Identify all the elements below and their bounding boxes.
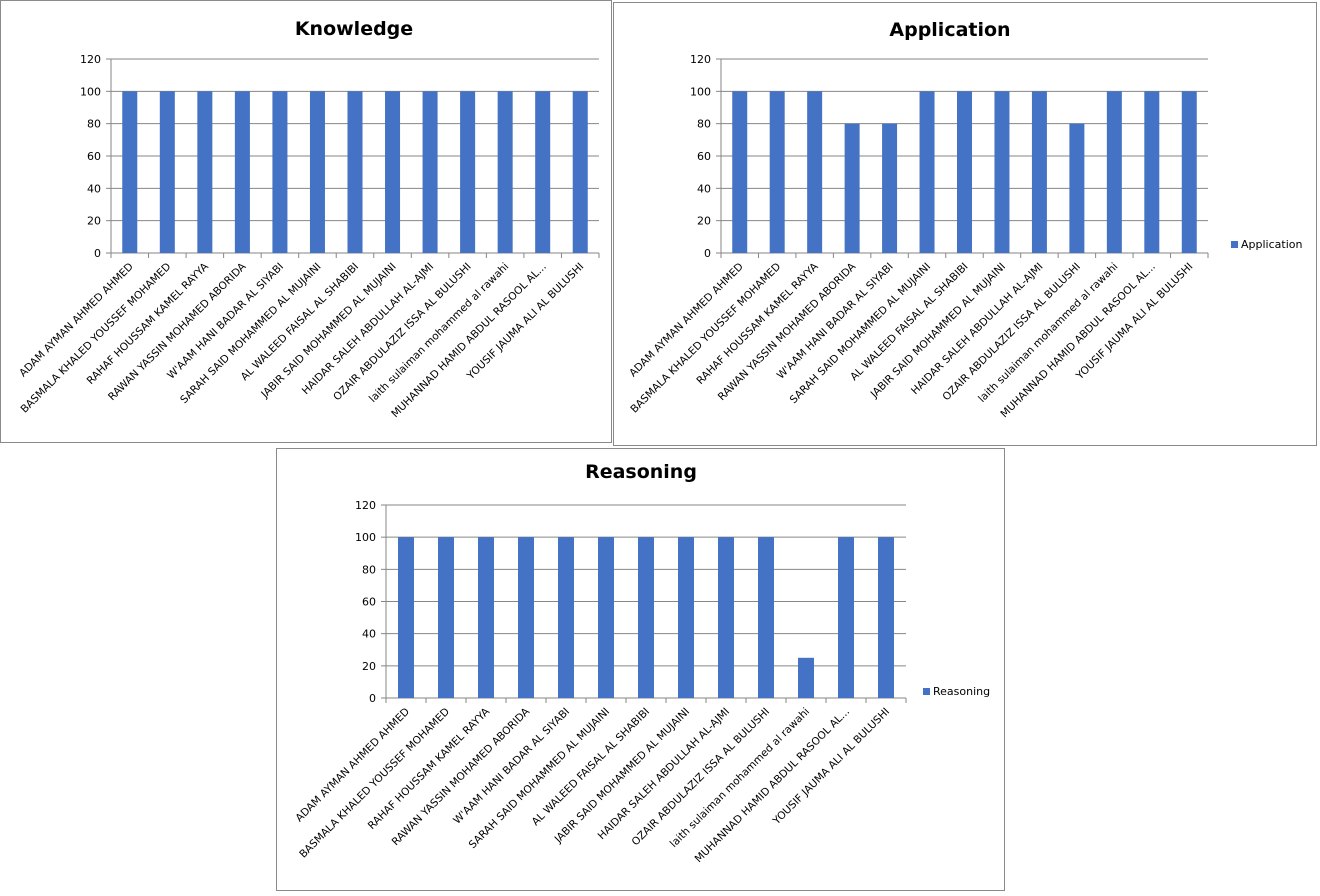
y-tick-label: 120	[690, 53, 711, 66]
bar	[460, 91, 476, 253]
y-tick-label: 20	[87, 215, 101, 228]
bar	[478, 537, 494, 698]
bar	[598, 537, 614, 698]
x-tick-label: SARAH SAID MOHAMMED AL MUJAINI	[467, 706, 612, 851]
bar	[497, 91, 513, 253]
reasoning-chart: Reasoning 0 20 40 60 80 100 120 ADAM AYMAN AHMED…	[276, 448, 1005, 891]
y-tick-label: 120	[80, 53, 101, 66]
y-tick-label: 0	[704, 247, 711, 260]
bar	[438, 537, 454, 698]
bar	[1144, 91, 1160, 253]
y-tick-label: 0	[369, 692, 376, 705]
bar	[957, 91, 972, 253]
bar	[398, 537, 414, 698]
bar	[838, 537, 854, 698]
bar	[1031, 91, 1047, 253]
bar	[422, 91, 438, 253]
bar	[122, 91, 138, 253]
legend-swatch	[923, 688, 930, 695]
x-tick-label: RAWAN YASSIN MOHAMED ABORIDA	[390, 705, 533, 848]
x-tick-label: laith sulaiman mohammed al rawahi	[668, 706, 812, 850]
bar	[309, 91, 325, 253]
x-tick-label: BASMALA KHALED YOUSSEF MOHAMED	[297, 706, 452, 861]
y-tick-label: 0	[94, 247, 101, 260]
y-tick-label: 40	[697, 182, 711, 195]
x-tick-label: JABIR SAID MOHAMMED AL MUJAINI	[258, 261, 398, 401]
x-tick-label: RAWAN YASSIN MOHAMED ABORIDA	[716, 260, 859, 403]
x-tick-label: OZAIR ABDULAZIZ ISSA AL BULUSHI	[629, 706, 772, 849]
bar	[197, 91, 213, 253]
chart-title: Application	[889, 19, 1010, 41]
x-tick-label: HAIDAR SALEH ABDULLAH AL-AJMI	[909, 261, 1045, 397]
y-tick-label: 80	[87, 118, 101, 131]
bar	[798, 657, 814, 698]
x-tick-label: OZAIR ABDULAZIZ ISSA AL BULUSHI	[331, 261, 474, 404]
bar	[882, 123, 898, 254]
legend-swatch	[1231, 241, 1238, 248]
bar	[159, 91, 175, 253]
x-tick-label: laith sulaiman mohammed al rawahi	[367, 261, 511, 405]
x-tick-label: SARAH SAID MOHAMMED AL MUJAINI	[788, 261, 933, 406]
legend-label: Application	[1241, 238, 1302, 251]
y-tick-label: 80	[362, 563, 376, 576]
y-tick-label: 40	[87, 182, 101, 195]
x-tick-label: laith sulaiman mohammed al rawahi	[976, 261, 1120, 405]
x-tick-label: OZAIR ABDULAZIZ ISSA AL BULUSHI	[940, 261, 1083, 404]
y-tick-label: 120	[355, 499, 376, 512]
bar	[272, 91, 288, 253]
x-tick-label: RAWAN YASSIN MOHAMED ABORIDA	[106, 260, 249, 403]
y-tick-label: 40	[362, 628, 376, 641]
y-tick-label: 60	[697, 150, 711, 163]
bar	[718, 537, 734, 698]
x-tick-label: HAIDAR SALEH ABDULLAH AL-AJMI	[300, 261, 436, 397]
bar	[919, 91, 935, 253]
chart-title: Knowledge	[295, 18, 413, 40]
bar	[558, 537, 574, 698]
knowledge-chart: Knowledge 0 20 40 60 80 100 120 ADAM AYMAN AHMED…	[0, 0, 612, 443]
bar	[878, 537, 894, 698]
bar	[638, 537, 654, 698]
bar	[518, 537, 534, 698]
bar	[385, 91, 401, 253]
bar	[535, 91, 551, 253]
y-tick-label: 20	[697, 215, 711, 228]
x-tick-label: BASMALA KHALED YOUSSEF MOHAMED	[19, 261, 174, 416]
y-tick-label: 100	[80, 85, 101, 98]
bar	[678, 537, 694, 698]
chart-title: Reasoning	[585, 461, 697, 483]
bar	[347, 91, 363, 253]
bar	[572, 91, 588, 253]
legend-label: Reasoning	[933, 685, 990, 698]
x-tick-label: BASMALA KHALED YOUSSEF MOHAMED	[628, 261, 783, 416]
y-tick-label: 20	[362, 660, 376, 673]
bar	[732, 91, 748, 253]
bar	[234, 91, 250, 253]
bar	[1069, 123, 1085, 254]
y-tick-label: 60	[87, 150, 101, 163]
application-chart: Application 0 20 40 60 80 100 120 ADAM AYMAN AHM…	[613, 2, 1317, 446]
y-tick-label: 60	[362, 596, 376, 609]
y-tick-label: 80	[697, 118, 711, 131]
x-tick-label: SARAH SAID MOHAMMED AL MUJAINI	[178, 261, 323, 406]
bar	[1106, 91, 1122, 253]
x-tick-label: JABIR SAID MOHAMMED AL MUJAINI	[868, 261, 1008, 401]
y-tick-label: 100	[355, 531, 376, 544]
bar	[807, 91, 823, 253]
bar	[1181, 91, 1197, 253]
bar	[769, 91, 785, 253]
bar	[758, 537, 774, 698]
bar	[844, 123, 860, 254]
bar	[994, 91, 1010, 253]
y-tick-label: 100	[690, 85, 711, 98]
